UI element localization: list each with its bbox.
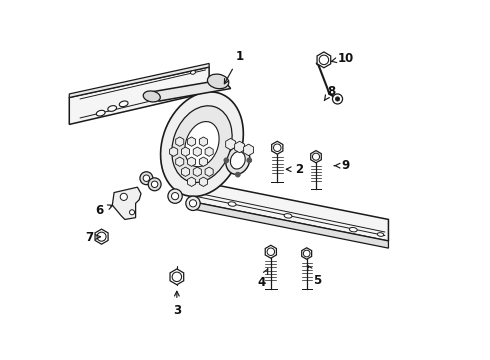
Circle shape <box>333 94 343 104</box>
Ellipse shape <box>207 74 229 89</box>
Circle shape <box>335 97 340 101</box>
Ellipse shape <box>108 105 117 111</box>
Polygon shape <box>188 137 196 146</box>
Circle shape <box>236 172 240 177</box>
Polygon shape <box>170 269 184 285</box>
Text: 1: 1 <box>224 50 244 84</box>
Circle shape <box>190 200 196 207</box>
Ellipse shape <box>377 233 384 237</box>
Polygon shape <box>199 157 207 166</box>
Polygon shape <box>188 157 196 166</box>
Text: 7: 7 <box>85 231 100 244</box>
Circle shape <box>224 158 228 162</box>
Polygon shape <box>271 141 283 154</box>
Polygon shape <box>302 248 312 259</box>
Polygon shape <box>188 177 196 186</box>
Circle shape <box>168 189 182 203</box>
Text: 9: 9 <box>334 159 349 172</box>
Circle shape <box>172 272 182 282</box>
Polygon shape <box>199 177 207 186</box>
Polygon shape <box>235 141 245 153</box>
Polygon shape <box>95 229 108 244</box>
Circle shape <box>313 153 319 160</box>
Text: 2: 2 <box>286 163 303 176</box>
Circle shape <box>148 178 161 191</box>
Ellipse shape <box>349 228 357 232</box>
Circle shape <box>267 248 274 256</box>
Polygon shape <box>193 147 201 156</box>
Circle shape <box>247 158 251 162</box>
Circle shape <box>140 172 153 185</box>
Ellipse shape <box>185 122 219 167</box>
Text: 6: 6 <box>96 204 113 217</box>
Polygon shape <box>205 167 213 176</box>
Ellipse shape <box>230 152 245 169</box>
Ellipse shape <box>161 92 244 197</box>
Polygon shape <box>226 138 236 150</box>
Polygon shape <box>311 150 321 163</box>
Text: 5: 5 <box>307 265 321 287</box>
Polygon shape <box>181 147 190 156</box>
Ellipse shape <box>226 146 250 174</box>
Polygon shape <box>170 147 178 156</box>
Ellipse shape <box>119 101 128 107</box>
Polygon shape <box>191 180 389 241</box>
Polygon shape <box>265 245 276 258</box>
Polygon shape <box>69 63 209 98</box>
Circle shape <box>236 144 240 148</box>
Text: 4: 4 <box>257 269 268 289</box>
Ellipse shape <box>228 202 236 206</box>
Polygon shape <box>176 157 184 166</box>
Circle shape <box>303 250 310 257</box>
Circle shape <box>120 193 127 201</box>
Polygon shape <box>193 167 201 176</box>
Polygon shape <box>150 80 231 101</box>
Circle shape <box>129 210 135 215</box>
Ellipse shape <box>191 71 196 74</box>
Circle shape <box>186 196 200 211</box>
Text: 8: 8 <box>324 85 335 100</box>
Text: 3: 3 <box>173 291 181 318</box>
Polygon shape <box>69 67 209 125</box>
Text: 10: 10 <box>330 51 354 64</box>
Circle shape <box>172 193 179 200</box>
Ellipse shape <box>143 91 160 102</box>
Polygon shape <box>205 147 213 156</box>
Polygon shape <box>199 137 207 146</box>
Polygon shape <box>181 167 190 176</box>
Circle shape <box>319 55 329 64</box>
Polygon shape <box>191 202 389 248</box>
Polygon shape <box>112 187 141 220</box>
Polygon shape <box>317 52 331 68</box>
Ellipse shape <box>172 106 232 183</box>
Polygon shape <box>244 144 253 156</box>
Circle shape <box>273 144 281 152</box>
Circle shape <box>97 232 106 241</box>
Circle shape <box>143 175 149 181</box>
Circle shape <box>151 181 158 188</box>
Polygon shape <box>176 137 184 146</box>
Ellipse shape <box>97 110 105 116</box>
Ellipse shape <box>284 214 292 218</box>
